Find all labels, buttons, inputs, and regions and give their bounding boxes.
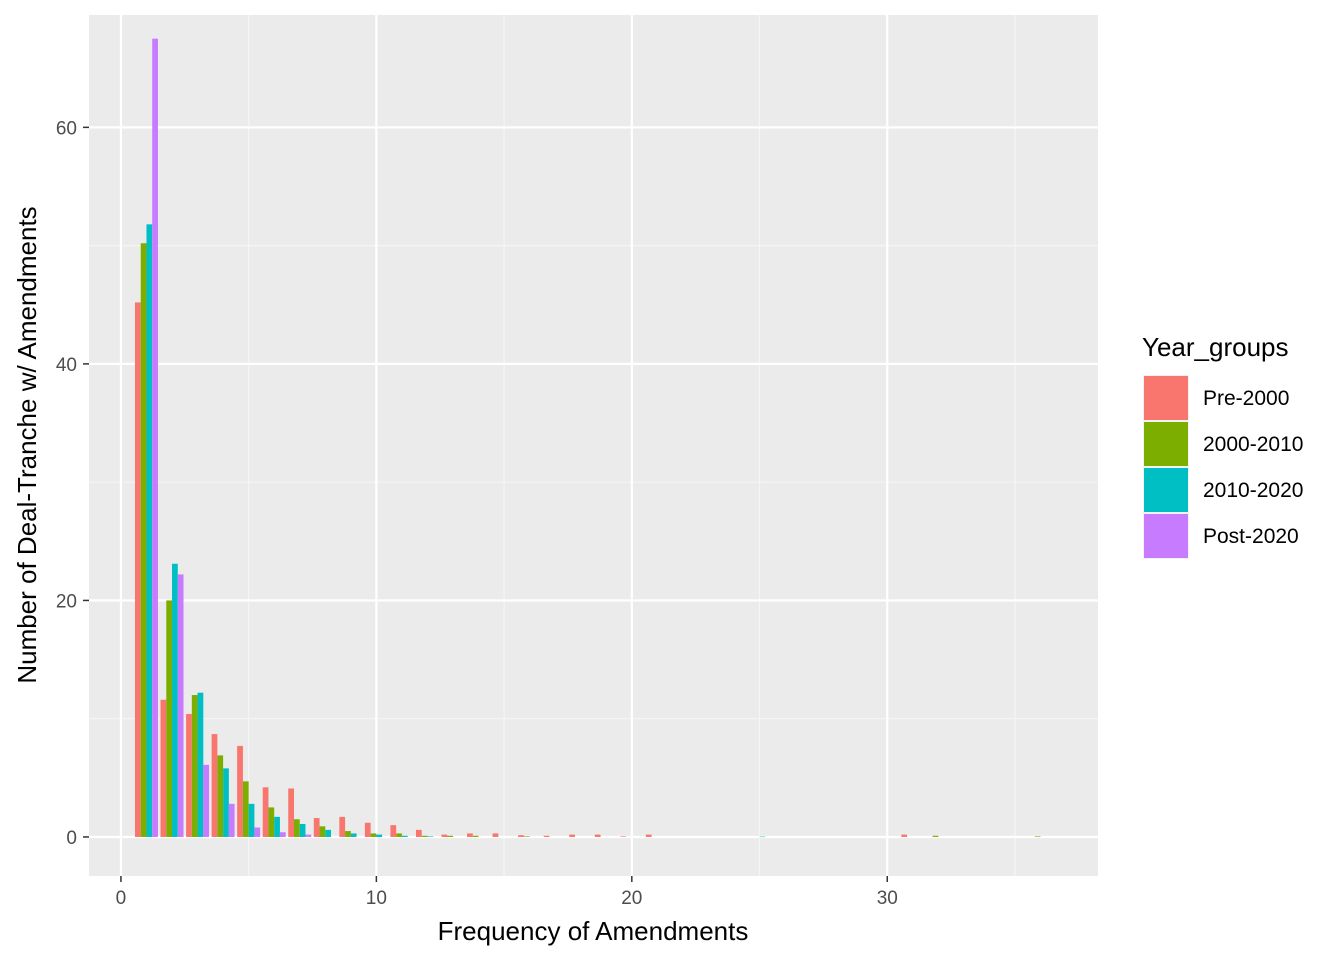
bar-pre-2000 [364, 822, 371, 837]
bar-pre-2000 [390, 825, 397, 837]
bar-2010-2020 [197, 692, 204, 837]
legend-label: 2010-2020 [1203, 479, 1303, 502]
bar-pre-2000 [594, 834, 601, 837]
bar-2000-2010 [140, 243, 147, 837]
x-axis-title: Frequency of Amendments [438, 916, 749, 946]
bar-2010-2020 [223, 768, 229, 837]
bar-pre-2000 [645, 834, 652, 837]
legend-swatch [1144, 514, 1188, 558]
bar-2000-2010 [396, 833, 402, 837]
bar-pre-2000 [237, 745, 243, 837]
bar-2010-2020 [401, 835, 408, 837]
bar-2000-2010 [523, 836, 530, 837]
bar-pre-2000 [339, 816, 346, 837]
bar-pre-2000 [492, 833, 499, 837]
bar-post-2020 [254, 827, 261, 837]
bar-pre-2000 [518, 835, 524, 837]
bar-pre-2000 [415, 829, 422, 837]
bar-2000-2010 [370, 833, 377, 837]
x-tick-label: 10 [366, 888, 387, 909]
bar-pre-2000 [569, 834, 575, 837]
legend-label: Post-2020 [1203, 525, 1299, 548]
legend: Year_groups Pre-2000 2000-2010 2010-2020 Po… [1142, 332, 1303, 559]
bar-2010-2020 [146, 224, 153, 837]
bar-pre-2000 [543, 835, 550, 837]
x-axis: 0 10 20 30 [116, 876, 898, 909]
bar-2000-2010 [1034, 836, 1041, 837]
bar-2000-2010 [932, 835, 939, 837]
bar-post-2020 [305, 834, 312, 837]
y-tick-label: 20 [56, 591, 77, 612]
y-tick-label: 0 [66, 828, 77, 849]
bar-pre-2000 [901, 834, 908, 837]
bar-2000-2010 [319, 826, 326, 837]
bar-2010-2020 [248, 803, 255, 837]
bar-2000-2010 [217, 755, 224, 837]
x-tick-label: 30 [877, 888, 898, 909]
y-tick-label: 60 [56, 118, 77, 139]
x-tick-label: 20 [621, 888, 642, 909]
bar-2000-2010 [268, 807, 275, 837]
major-gridlines [89, 15, 1098, 876]
y-axis-title: Number of Deal-Tranche w/ Amendments [12, 206, 42, 683]
bar-2000-2010 [242, 781, 249, 837]
bar-2010-2020 [376, 834, 383, 837]
bar-2000-2010 [472, 835, 479, 837]
bars [134, 38, 1041, 838]
bar-post-2020 [279, 832, 286, 837]
bar-2010-2020 [427, 836, 434, 837]
bar-2010-2020 [325, 829, 332, 837]
x-tick-label: 0 [116, 888, 127, 909]
legend-label: 2000-2010 [1203, 433, 1303, 456]
bar-pre-2000 [134, 302, 141, 837]
bar-pre-2000 [620, 836, 627, 837]
legend-swatch [1144, 468, 1188, 512]
bar-2000-2010 [447, 835, 454, 837]
bar-pre-2000 [211, 734, 218, 837]
bar-pre-2000 [186, 713, 192, 837]
bar-post-2020 [203, 764, 210, 837]
bar-pre-2000 [467, 833, 473, 837]
bar-pre-2000 [262, 787, 269, 837]
legend-swatch [1144, 376, 1188, 420]
bar-post-2020 [177, 574, 184, 837]
bar-2000-2010 [421, 835, 428, 837]
bar-2010-2020 [274, 816, 280, 837]
legend-swatch [1144, 422, 1188, 466]
bar-2000-2010 [345, 831, 351, 837]
bar-post-2020 [228, 803, 235, 837]
bar-pre-2000 [313, 818, 320, 837]
bar-2010-2020 [759, 836, 766, 838]
plot-panel [89, 15, 1098, 876]
bar-2000-2010 [293, 819, 300, 837]
legend-title: Year_groups [1142, 332, 1289, 362]
bar-2010-2020 [299, 823, 306, 837]
legend-label: Pre-2000 [1203, 387, 1289, 410]
bar-2010-2020 [172, 563, 178, 837]
y-tick-label: 40 [56, 355, 77, 376]
bar-pre-2000 [288, 788, 294, 837]
bar-pre-2000 [160, 699, 167, 837]
y-axis: 0 20 40 60 [56, 118, 89, 849]
bar-2000-2010 [166, 600, 173, 837]
bar-2010-2020 [350, 833, 357, 837]
bar-post-2020 [152, 38, 158, 837]
bar-2000-2010 [191, 695, 198, 837]
minor-gridlines [89, 15, 1098, 876]
bar-pre-2000 [441, 834, 448, 837]
